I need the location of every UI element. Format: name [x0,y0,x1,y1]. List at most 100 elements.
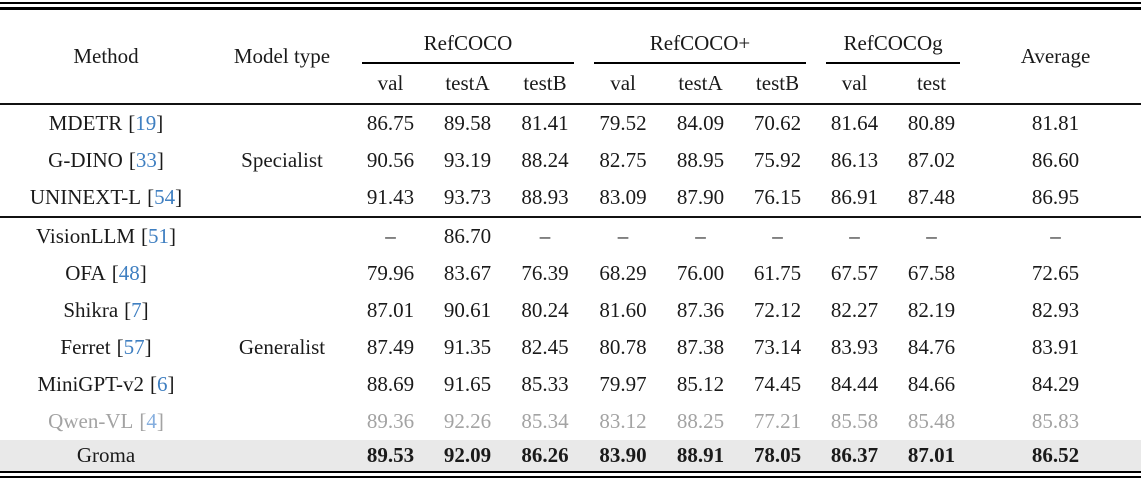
value-cell: 89.36 [366,408,415,433]
method-cell: Ferret [57] [0,329,212,366]
citation-link[interactable]: 57 [123,334,145,359]
value-cell: 92.09 [429,440,506,471]
citation-open-bracket: [ [111,260,119,285]
citation-link[interactable]: 19 [135,110,157,135]
value-cell: 76.15 [739,179,817,218]
value-cell: 83.09 [584,179,663,218]
citation-close-bracket: ] [141,297,149,322]
model-type-cell [212,179,352,218]
value-cell: 80.89 [907,110,956,135]
citation: [19] [128,111,163,135]
value-cell: 88.69 [366,371,415,396]
col-group-refcoco-plus-label: RefCOCO+ [594,31,807,64]
col-header-refcoco-val: val [352,64,429,105]
benchmark-results-table: Method Model type RefCOCO RefCOCO+ RefCO… [0,10,1141,471]
citation: [4] [139,409,164,433]
method-name: VisionLLM [35,223,136,248]
value-cell: 92.26 [443,408,492,433]
table-row: Ferret [57] Generalist 87.49 91.35 82.45 80.78… [0,329,1141,366]
value-cell: 67.58 [907,260,956,285]
value-cell: 82.45 [521,334,569,359]
value-cell: 86.37 [816,440,894,471]
citation-link[interactable]: 54 [154,184,176,209]
value-cell: 80.24 [521,297,569,322]
col-group-refcoco-label: RefCOCO [362,31,575,64]
value-cell: 88.91 [662,440,740,471]
col-header-refcocog-val: val [816,64,894,105]
citation: [33] [129,148,164,172]
method-name: OFA [65,260,106,285]
model-type-cell [212,217,352,255]
model-type-cell [212,440,352,471]
method-cell: MiniGPT-v2 [6] [0,366,212,403]
citation-open-bracket: [ [139,408,147,433]
citation-close-bracket: ] [167,371,175,396]
col-header-average: Average [970,10,1141,105]
method-cell: Shikra [7] [0,292,212,329]
value-cell: 88.25 [676,408,725,433]
value-cell: 74.45 [753,371,802,396]
citation: [54] [147,185,182,209]
table-row: OFA [48] 79.96 83.67 76.39 68.29 76.00 61.75 67.… [0,255,1141,292]
method-cell: Qwen-VL [4] [0,403,212,440]
table-bottom-rule [0,471,1141,478]
method-cell: VisionLLM [51] [0,217,212,255]
value-cell: – [539,223,551,248]
citation-link[interactable]: 4 [146,408,157,433]
value-cell: 87.01 [893,440,971,471]
value-cell: 76.00 [676,260,725,285]
citation-link[interactable]: 7 [131,297,142,322]
value-cell: 76.39 [521,260,569,285]
citation-close-bracket: ] [169,223,177,248]
value-cell: 67.57 [830,260,879,285]
method-name: Groma [76,442,136,467]
value-cell: – [385,223,396,248]
citation-link[interactable]: 51 [148,223,170,248]
value-cell: 85.33 [521,371,569,396]
value-cell: 82.93 [1031,297,1080,322]
table-row: MiniGPT-v2 [6] 88.69 91.65 85.33 79.97 85.12 74… [0,366,1141,403]
model-type-cell [212,403,352,440]
value-cell: 91.35 [443,334,492,359]
citation: [48] [112,261,147,285]
citation-open-bracket: [ [128,147,136,172]
value-cell: 86.95 [970,179,1141,218]
value-cell: 88.24 [521,147,569,172]
method-cell: MDETR [19] [0,104,212,142]
model-type-cell: Specialist [241,147,323,172]
value-cell: 82.27 [830,297,879,322]
citation-close-bracket: ] [156,110,164,135]
value-cell: 85.48 [907,408,956,433]
method-cell: Groma [0,440,212,471]
method-cell: OFA [48] [0,255,212,292]
value-cell: 87.02 [907,147,956,172]
col-header-refcoco-testb: testB [506,64,585,105]
value-cell: 86.60 [1031,147,1080,172]
value-cell: 85.34 [521,408,569,433]
citation-link[interactable]: 6 [157,371,168,396]
value-cell: 90.61 [443,297,492,322]
value-cell: 73.14 [753,334,802,359]
value-cell: 86.52 [970,440,1141,471]
value-cell: – [772,223,783,248]
model-type-cell: Generalist [238,334,326,359]
value-cell: 85.83 [1031,408,1080,433]
method-name: UNINEXT-L [29,184,142,209]
col-group-refcoco: RefCOCO [352,10,584,64]
value-cell: 84.44 [830,371,879,396]
citation: [51] [141,224,176,248]
method-name: MDETR [48,110,123,135]
value-cell: 61.75 [753,260,802,285]
value-cell: – [926,223,937,248]
citation-link[interactable]: 33 [135,147,157,172]
col-header-refcoco-testa: testA [429,64,506,105]
citation-open-bracket: [ [141,223,149,248]
citation-link[interactable]: 48 [118,260,140,285]
citation-close-bracket: ] [175,184,183,209]
value-cell: 86.70 [443,223,492,248]
value-cell: – [1050,223,1061,248]
value-cell: 89.58 [443,110,492,135]
value-cell: 88.95 [676,147,725,172]
citation-close-bracket: ] [144,334,152,359]
table-top-rule [0,2,1141,10]
